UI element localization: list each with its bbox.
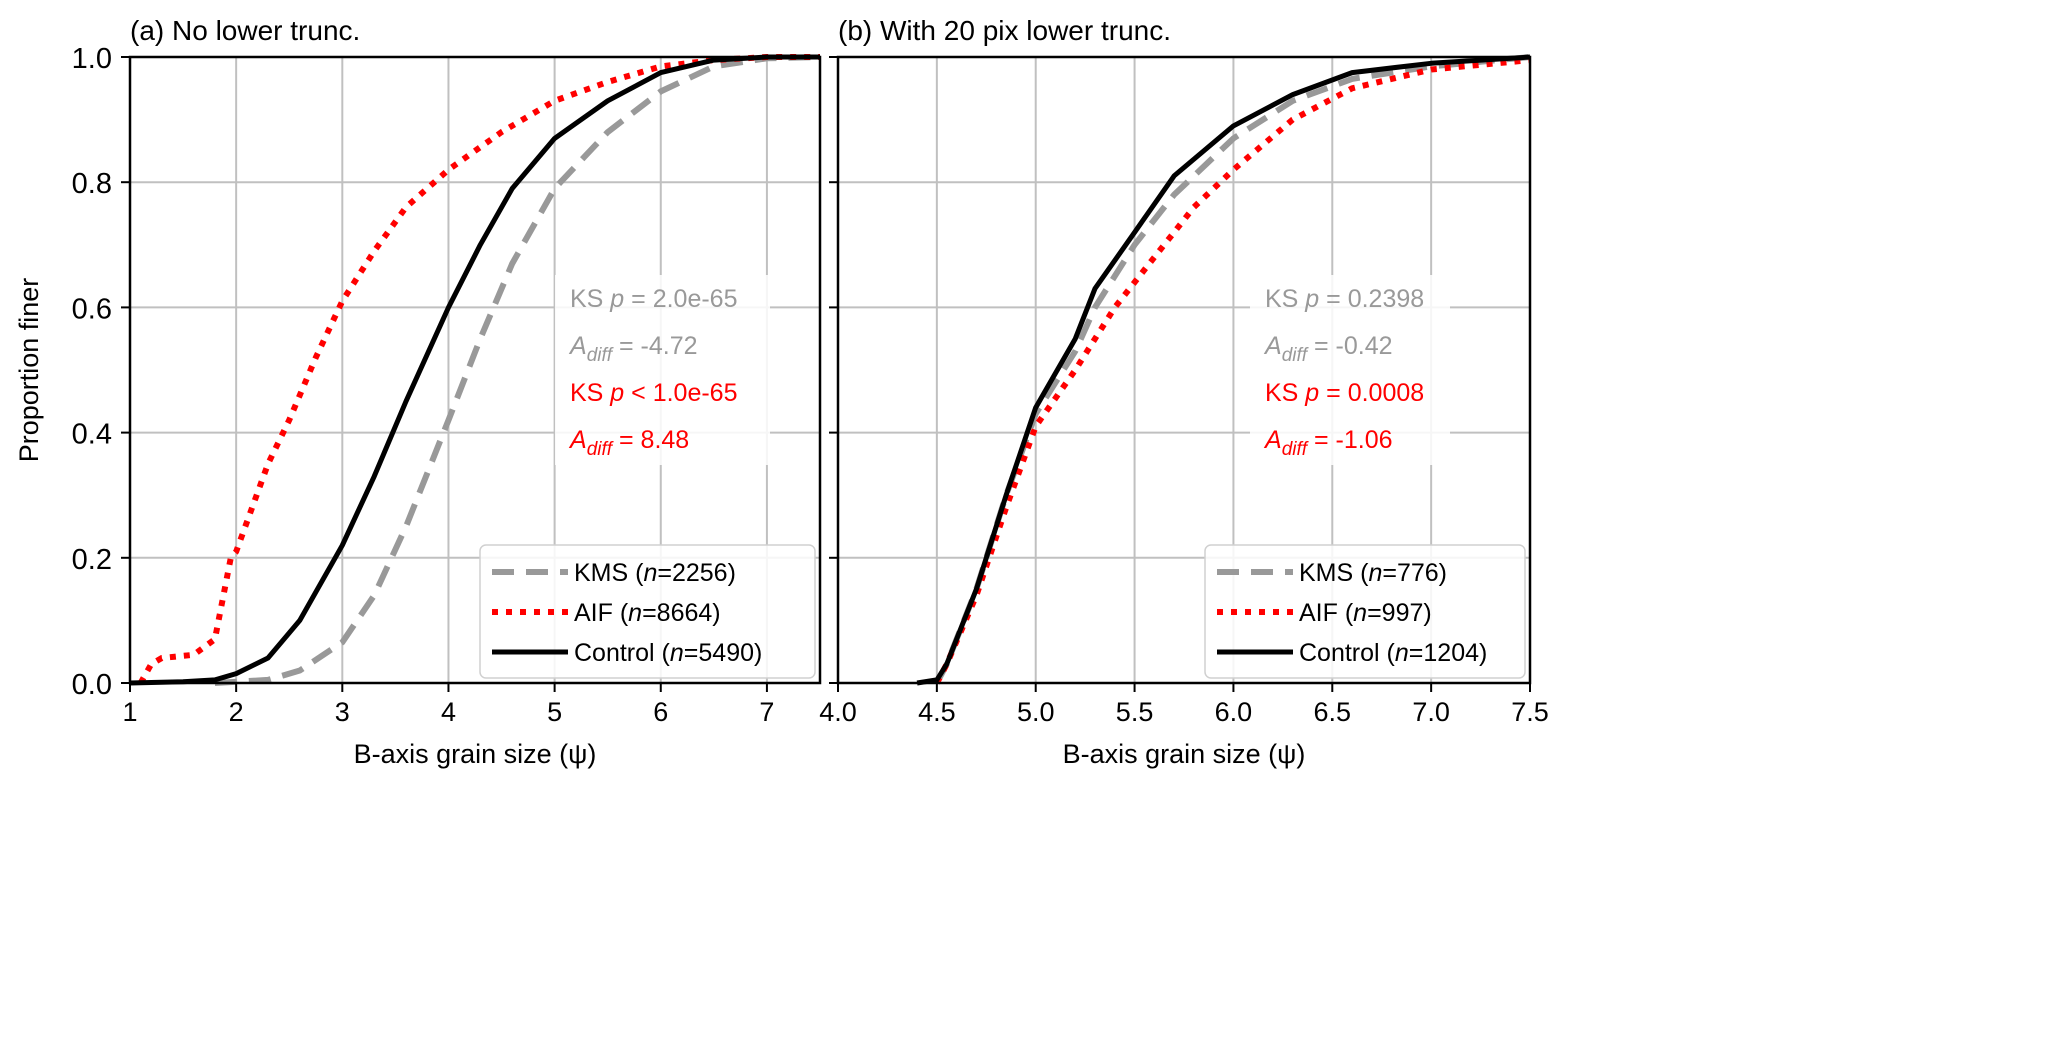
legend-box xyxy=(479,544,816,679)
legend-name: AIF ( xyxy=(1299,599,1354,627)
annotation-italic: p xyxy=(609,285,624,313)
legend: KMS (n=2256)AIF (n=8664)Control (n=5490) xyxy=(479,544,816,679)
annotation-italic: p xyxy=(609,379,624,407)
series-line-kms xyxy=(214,54,821,686)
annotation-box xyxy=(1250,275,1450,465)
legend-name: Control ( xyxy=(574,639,671,667)
annotation-text: KS p = 0.2398 xyxy=(1265,285,1424,313)
annotation-value: < 1.0e-65 xyxy=(624,379,737,407)
annotation-italic: p xyxy=(1304,285,1319,313)
annotation-value: = 2.0e-65 xyxy=(624,285,737,313)
y-tick-label: 0.8 xyxy=(72,168,112,200)
x-tick-label: 6.5 xyxy=(1314,697,1352,727)
annotation-value: = -0.42 xyxy=(1307,332,1392,360)
annotation-text: KS p = 2.0e-65 xyxy=(570,285,737,313)
annotation-text: KS p < 1.0e-65 xyxy=(570,379,737,407)
annotation-value: = -4.72 xyxy=(612,332,697,360)
legend-box xyxy=(1204,544,1526,679)
legend-name: Control ( xyxy=(1299,639,1396,667)
x-tick-label: 7.5 xyxy=(1511,697,1549,727)
legend-n-value: =8664) xyxy=(642,599,721,627)
x-tick-label: 7.0 xyxy=(1412,697,1450,727)
x-axis-label: B-axis grain size (ψ) xyxy=(354,739,597,769)
legend-n-symbol: n xyxy=(1395,639,1409,667)
annotation-italic: p xyxy=(1304,379,1319,407)
annotation-subscript: diff xyxy=(1282,439,1309,460)
legend-n-symbol: n xyxy=(670,639,684,667)
x-tick-label: 1 xyxy=(122,697,137,727)
series-line-aif xyxy=(137,54,820,685)
annotation-text: Adiff = -0.42 xyxy=(1263,332,1393,366)
annotation-prefix: KS xyxy=(1265,379,1305,407)
annotation-box xyxy=(555,275,770,465)
y-axis-label: Proportion finer xyxy=(14,278,44,463)
annotation-italic: A xyxy=(568,426,587,454)
x-tick-label: 5.0 xyxy=(1017,697,1055,727)
x-tick-label: 4.5 xyxy=(918,697,956,727)
legend-n-value: =2256) xyxy=(657,559,736,587)
annotation-italic: A xyxy=(1263,426,1282,454)
annotation-value: = 0.2398 xyxy=(1319,285,1424,313)
legend-n-symbol: n xyxy=(1368,559,1382,587)
y-tick-label: 1.0 xyxy=(72,43,112,75)
annotation-text: Adiff = -1.06 xyxy=(1263,426,1393,460)
legend: KMS (n=776)AIF (n=997)Control (n=1204) xyxy=(1204,544,1526,679)
x-tick-label: 5 xyxy=(547,697,562,727)
legend-n-symbol: n xyxy=(643,559,657,587)
series-line-aif xyxy=(934,57,1531,685)
annotation-prefix: KS xyxy=(570,285,610,313)
legend-label-kms: KMS (n=776) xyxy=(1299,559,1447,587)
legend-n-value: =1204) xyxy=(1409,639,1488,667)
annotation-text: Adiff = 8.48 xyxy=(568,426,689,460)
annotation-value: = 8.48 xyxy=(612,426,689,454)
x-tick-label: 3 xyxy=(335,697,350,727)
legend-n-value: =5490) xyxy=(684,639,763,667)
axes-frame xyxy=(836,55,1532,685)
annotation-italic: A xyxy=(1263,332,1282,360)
annotation-italic: A xyxy=(568,332,587,360)
series-line-control xyxy=(129,54,820,686)
annotation-subscript: diff xyxy=(587,345,614,366)
y-tick-label: 0.4 xyxy=(72,419,112,451)
annotation-subscript: diff xyxy=(587,439,614,460)
y-tick-label: 0.6 xyxy=(72,293,112,325)
x-tick-label: 4.0 xyxy=(819,697,857,727)
annotation-text: Adiff = -4.72 xyxy=(568,332,698,366)
x-axis-label: B-axis grain size (ψ) xyxy=(1063,739,1306,769)
legend-label-control: Control (n=1204) xyxy=(1299,639,1487,667)
x-tick-label: 7 xyxy=(759,697,774,727)
annotation-value: = -1.06 xyxy=(1307,426,1392,454)
x-tick-label: 5.5 xyxy=(1116,697,1154,727)
legend-name: KMS ( xyxy=(574,559,644,587)
legend-n-symbol: n xyxy=(628,599,642,627)
legend-name: KMS ( xyxy=(1299,559,1369,587)
annotation-text: KS p = 0.0008 xyxy=(1265,379,1424,407)
axes-frame xyxy=(128,55,822,685)
legend-n-value: =997) xyxy=(1367,599,1432,627)
legend-label-kms: KMS (n=2256) xyxy=(574,559,736,587)
legend-n-symbol: n xyxy=(1353,599,1367,627)
series-line-control xyxy=(916,54,1531,686)
annotation-subscript: diff xyxy=(1282,345,1309,366)
x-tick-label: 2 xyxy=(229,697,244,727)
legend-label-aif: AIF (n=997) xyxy=(1299,599,1432,627)
y-tick-label: 0.0 xyxy=(72,669,112,701)
panel-title: (b) With 20 pix lower trunc. xyxy=(838,15,1171,46)
legend-n-value: =776) xyxy=(1382,559,1447,587)
panel-title: (a) No lower trunc. xyxy=(130,15,360,46)
x-tick-label: 6 xyxy=(653,697,668,727)
legend-label-aif: AIF (n=8664) xyxy=(574,599,721,627)
annotation-value: = 0.0008 xyxy=(1319,379,1424,407)
annotation-prefix: KS xyxy=(1265,285,1305,313)
legend-name: AIF ( xyxy=(574,599,629,627)
x-tick-label: 6.0 xyxy=(1215,697,1253,727)
y-tick-label: 0.2 xyxy=(72,544,112,576)
legend-label-control: Control (n=5490) xyxy=(574,639,762,667)
x-tick-label: 4 xyxy=(441,697,456,727)
annotation-prefix: KS xyxy=(570,379,610,407)
